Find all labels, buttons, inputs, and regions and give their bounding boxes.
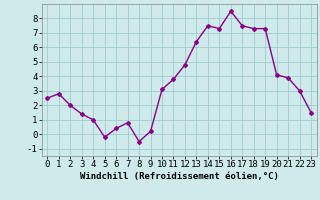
- X-axis label: Windchill (Refroidissement éolien,°C): Windchill (Refroidissement éolien,°C): [80, 172, 279, 181]
